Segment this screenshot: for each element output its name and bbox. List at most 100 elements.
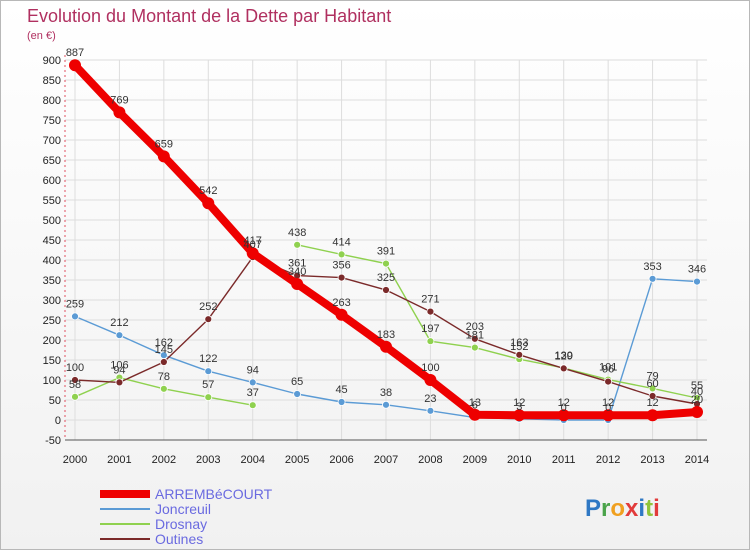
data-point (426, 307, 435, 316)
data-label: 100 (66, 362, 84, 374)
x-tick-label: 2014 (685, 454, 709, 466)
data-point (426, 406, 435, 415)
data-point (337, 398, 346, 406)
data-point (202, 197, 215, 210)
data-label: 887 (66, 47, 84, 59)
data-label: 12 (558, 397, 570, 409)
y-tick-label: 350 (43, 275, 61, 287)
data-point (204, 367, 213, 376)
data-point (691, 406, 703, 418)
y-tick-label: 900 (43, 55, 61, 67)
data-label: 130 (555, 350, 573, 362)
data-label: 106 (110, 360, 128, 372)
data-point (159, 358, 168, 366)
data-label: 94 (247, 364, 259, 376)
series-layer (69, 59, 703, 424)
data-label: 197 (421, 323, 439, 335)
data-point (693, 277, 701, 286)
x-tick-label: 2005 (285, 454, 309, 466)
data-label: 145 (155, 344, 173, 356)
data-label: 162 (155, 337, 173, 349)
data-label: 12 (646, 397, 658, 409)
data-label: 212 (110, 317, 128, 329)
x-tick-label: 2011 (552, 454, 576, 466)
x-tick-label: 2008 (418, 454, 442, 466)
data-label: 94 (113, 364, 125, 376)
x-tick-label: 2006 (329, 454, 353, 466)
data-label: 40 (691, 386, 703, 398)
data-label: 769 (110, 94, 128, 106)
proxiti-logo: Proxiti (585, 495, 660, 522)
data-point (293, 240, 302, 249)
data-point (248, 401, 257, 410)
y-tick-label: 300 (43, 295, 61, 307)
data-point (380, 340, 392, 353)
data-label: 353 (643, 261, 661, 273)
data-label: 0 (605, 402, 611, 414)
y-tick-label: 550 (43, 195, 61, 207)
data-point (337, 273, 346, 282)
y-tick-label: 850 (43, 75, 61, 87)
data-label: 3 (516, 401, 522, 413)
data-label: 659 (155, 138, 173, 150)
data-point (293, 390, 302, 398)
data-label: 163 (510, 337, 528, 349)
y-tick-label: 0 (55, 415, 61, 427)
data-label: 129 (555, 350, 573, 362)
data-point (470, 334, 479, 343)
data-point (557, 409, 570, 422)
data-label: 6 (472, 400, 478, 412)
data-point (71, 312, 79, 321)
data-label: 58 (69, 379, 81, 391)
data-label: 38 (380, 387, 392, 399)
data-point (115, 378, 124, 387)
data-point (204, 315, 213, 324)
data-point (157, 150, 170, 163)
data-label: 65 (291, 376, 303, 388)
legend-label: Drosnay (155, 516, 207, 532)
data-point (337, 250, 346, 259)
data-label: 417 (244, 235, 262, 247)
x-tick-label: 2012 (596, 454, 620, 466)
data-label: 271 (421, 294, 439, 306)
data-point (648, 384, 657, 393)
y-tick-label: 100 (43, 375, 61, 387)
data-point (115, 331, 124, 340)
data-label: 78 (158, 371, 170, 383)
y-tick-label: 800 (43, 95, 61, 107)
data-label: 325 (377, 272, 395, 284)
data-label: 346 (688, 264, 706, 276)
x-tick-label: 2000 (63, 454, 87, 466)
data-label: 361 (288, 258, 306, 270)
data-label: 60 (646, 378, 658, 390)
data-label: 203 (466, 321, 484, 333)
data-point (113, 106, 126, 119)
data-label: 100 (421, 362, 439, 374)
axes: -500501001502002503003504004505005506006… (43, 55, 709, 466)
data-point (648, 392, 657, 400)
y-tick-label: 600 (43, 175, 61, 187)
data-point (382, 400, 390, 409)
data-point (71, 376, 79, 384)
data-label: 122 (199, 353, 217, 365)
data-label: 96 (602, 364, 614, 376)
data-point (648, 274, 657, 283)
y-tick-label: -50 (45, 435, 61, 447)
data-label: 183 (377, 329, 395, 341)
data-label: 263 (332, 297, 350, 309)
x-tick-label: 2002 (152, 454, 176, 466)
data-label: 259 (66, 298, 84, 310)
x-tick-label: 2001 (107, 454, 131, 466)
data-label: 542 (199, 185, 217, 197)
data-point (204, 393, 213, 402)
x-tick-label: 2013 (640, 454, 664, 466)
data-point (513, 409, 526, 422)
data-label: 414 (332, 236, 350, 248)
data-label: 55 (691, 380, 703, 392)
data-label: 12 (513, 397, 525, 409)
series-line-drosnay (296, 244, 698, 399)
y-tick-label: 400 (43, 255, 61, 267)
